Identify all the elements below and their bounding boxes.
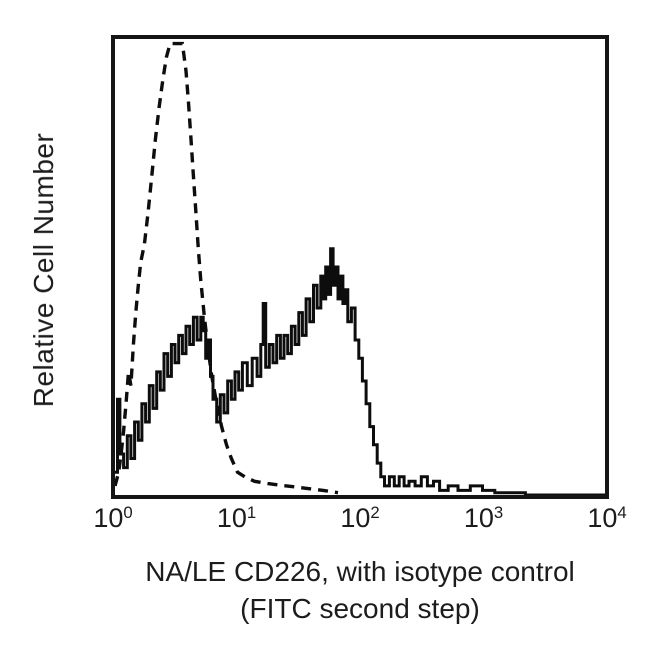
x-tick-label-10e0: 100 bbox=[93, 503, 133, 533]
histogram-svg bbox=[115, 41, 605, 495]
x-tick-label-10e2: 102 bbox=[340, 503, 380, 533]
x-axis-title-line2: (FITC second step) bbox=[240, 593, 480, 624]
x-tick-label-10e1: 101 bbox=[216, 503, 257, 533]
x-axis-title-line1: NA/LE CD226, with isotype control bbox=[145, 556, 575, 587]
y-axis-label: Relative Cell Number bbox=[28, 132, 59, 408]
x-tick-label-10e3: 103 bbox=[463, 503, 504, 533]
x-tick-label-10e4: 104 bbox=[587, 503, 627, 533]
cd226-solid-curve bbox=[115, 247, 605, 495]
isotype-control-dashed-curve bbox=[115, 41, 339, 495]
plot-box bbox=[111, 35, 609, 499]
x-axis-title: NA/LE CD226, with isotype control (FITC … bbox=[111, 553, 609, 627]
